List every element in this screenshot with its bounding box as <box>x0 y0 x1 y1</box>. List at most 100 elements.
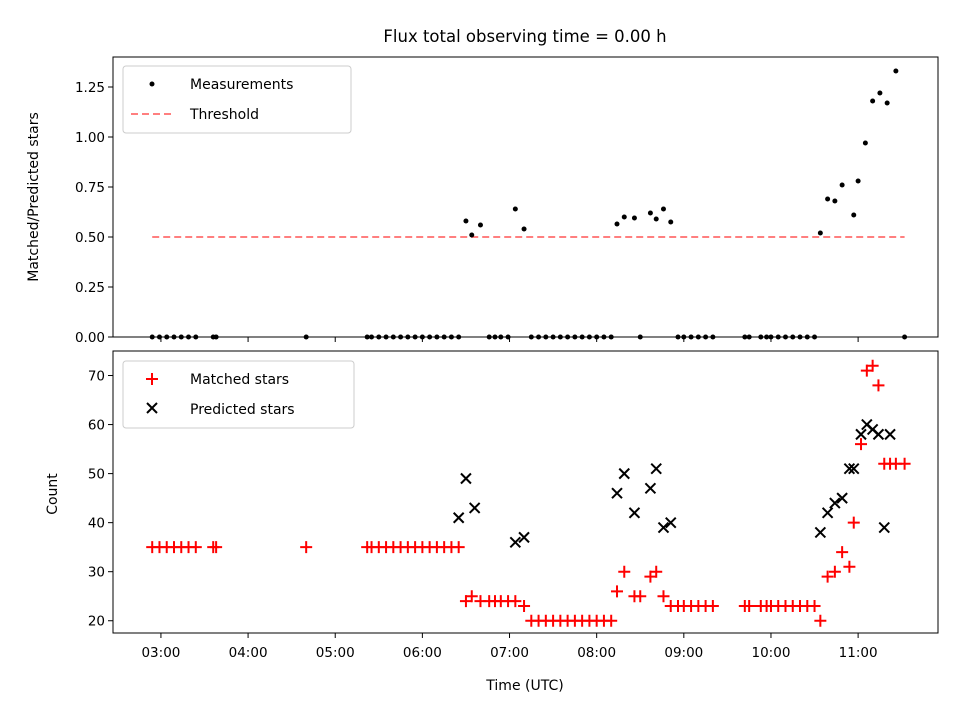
measurement-point <box>614 221 620 227</box>
matched-point <box>657 590 670 603</box>
bottom-y-tick-label: 70 <box>88 369 105 385</box>
bottom-x-tick-label: 10:00 <box>752 645 791 661</box>
matched-point <box>189 541 202 554</box>
measurement-point <box>660 206 666 212</box>
top-y-tick-label: 0.25 <box>75 280 105 296</box>
bottom-axes-frame <box>112 350 939 634</box>
bottom-y-axis-label: Count <box>45 473 61 515</box>
measurement-point <box>893 68 899 74</box>
bottom-ticks: 20 30 40 50 60 70 03:00 04:00 05:00 06:00 07:00 08:… <box>88 369 878 661</box>
matched-legend-marker <box>146 373 158 385</box>
legend-matched: Matched stars <box>190 372 289 388</box>
top-ticks: 0.00 0.25 0.50 0.75 1.00 1.25 <box>75 80 859 346</box>
predicted-point <box>878 521 890 534</box>
matched-point <box>814 614 827 627</box>
measurement-point <box>469 232 475 238</box>
matched-point <box>300 541 313 554</box>
bottom-legend-box <box>122 360 355 429</box>
bottom-x-tick-label: 08:00 <box>577 645 616 661</box>
bottom-x-tick-label: 06:00 <box>403 645 442 661</box>
predicted-point <box>855 428 867 441</box>
matched-point <box>866 359 879 372</box>
bottom-x-tick-label: 03:00 <box>141 645 180 661</box>
matched-point <box>855 438 868 451</box>
top-axes-frame <box>112 56 939 338</box>
top-legend: Measurements Threshold <box>122 65 352 134</box>
matched-point <box>821 570 834 583</box>
bottom-y-tick-label: 50 <box>88 467 105 483</box>
matched-point <box>843 560 856 573</box>
measurement-point <box>817 230 823 236</box>
measurement-point <box>851 212 857 218</box>
predicted-point <box>884 428 896 441</box>
x-axis-label: Time (UTC) <box>485 678 563 694</box>
predicted-point <box>848 462 860 475</box>
measurement-point <box>631 215 637 221</box>
measurement-point <box>512 206 518 212</box>
top-y-tick-label: 1.25 <box>75 80 105 96</box>
measurement-point <box>825 196 831 202</box>
bottom-panel: Count Time (UTC) 20 30 40 50 60 70 03:00 04:00 0… <box>45 350 939 694</box>
measurement-point <box>870 98 876 104</box>
measurement-point <box>884 100 890 106</box>
top-y-tick-label: 0.75 <box>75 180 105 196</box>
matched-point <box>605 614 618 627</box>
matched-point <box>210 541 223 554</box>
predicted-point <box>829 497 841 509</box>
measurement-point <box>653 216 659 222</box>
predicted-point <box>509 536 522 548</box>
top-y-tick-label: 0.50 <box>75 230 105 246</box>
matched-point <box>898 457 911 470</box>
measurements-legend-marker <box>149 81 155 87</box>
top-panel: Flux total observing time = 0.00 h Match… <box>26 27 939 346</box>
predicted-point <box>657 521 670 534</box>
predicted-point <box>452 512 465 524</box>
legend-measurements: Measurements <box>190 77 293 93</box>
legend-predicted: Predicted stars <box>190 402 295 418</box>
predicted-point <box>628 507 641 519</box>
predicted-point <box>843 462 856 475</box>
matched-point <box>634 590 647 603</box>
matched-point <box>509 595 522 608</box>
bottom-y-tick-label: 20 <box>88 614 105 630</box>
bottom-x-tick-label: 09:00 <box>664 645 703 661</box>
matched-points <box>146 359 911 627</box>
predicted-point <box>650 462 662 475</box>
bottom-legend: Matched stars Predicted stars <box>122 360 355 429</box>
matched-point <box>808 600 821 613</box>
top-y-axis-label: Matched/Predicted stars <box>26 112 42 282</box>
matched-point <box>518 600 531 613</box>
matched-point <box>465 590 478 603</box>
legend-threshold: Threshold <box>189 107 259 123</box>
matched-point <box>618 565 631 578</box>
matched-point <box>706 600 719 613</box>
matched-point <box>743 600 756 613</box>
predicted-point <box>665 516 677 529</box>
matched-point <box>611 585 624 598</box>
matched-point <box>828 565 841 578</box>
measurement-point <box>832 198 838 204</box>
matched-point <box>452 541 465 554</box>
bottom-x-tick-label: 07:00 <box>490 645 529 661</box>
top-legend-box <box>122 65 352 134</box>
predicted-legend-marker <box>146 402 158 414</box>
bottom-y-tick-label: 30 <box>88 565 105 581</box>
bottom-y-tick-label: 60 <box>88 418 105 434</box>
top-y-tick-label: 0.00 <box>75 330 105 346</box>
matched-point <box>872 379 885 392</box>
chart-title: Flux total observing time = 0.00 h <box>383 27 666 46</box>
matched-point <box>836 546 849 559</box>
measurement-point <box>647 210 653 216</box>
predicted-point <box>821 507 834 519</box>
measurement-point <box>839 182 845 188</box>
predicted-point <box>814 526 827 539</box>
predicted-point <box>460 472 472 485</box>
measurement-point <box>668 219 674 225</box>
bottom-x-tick-label: 11:00 <box>839 645 878 661</box>
measurement-point <box>463 218 469 224</box>
measurement-point <box>877 90 883 96</box>
bottom-y-tick-label: 40 <box>88 516 105 532</box>
predicted-points <box>452 418 896 548</box>
predicted-point <box>468 502 481 514</box>
